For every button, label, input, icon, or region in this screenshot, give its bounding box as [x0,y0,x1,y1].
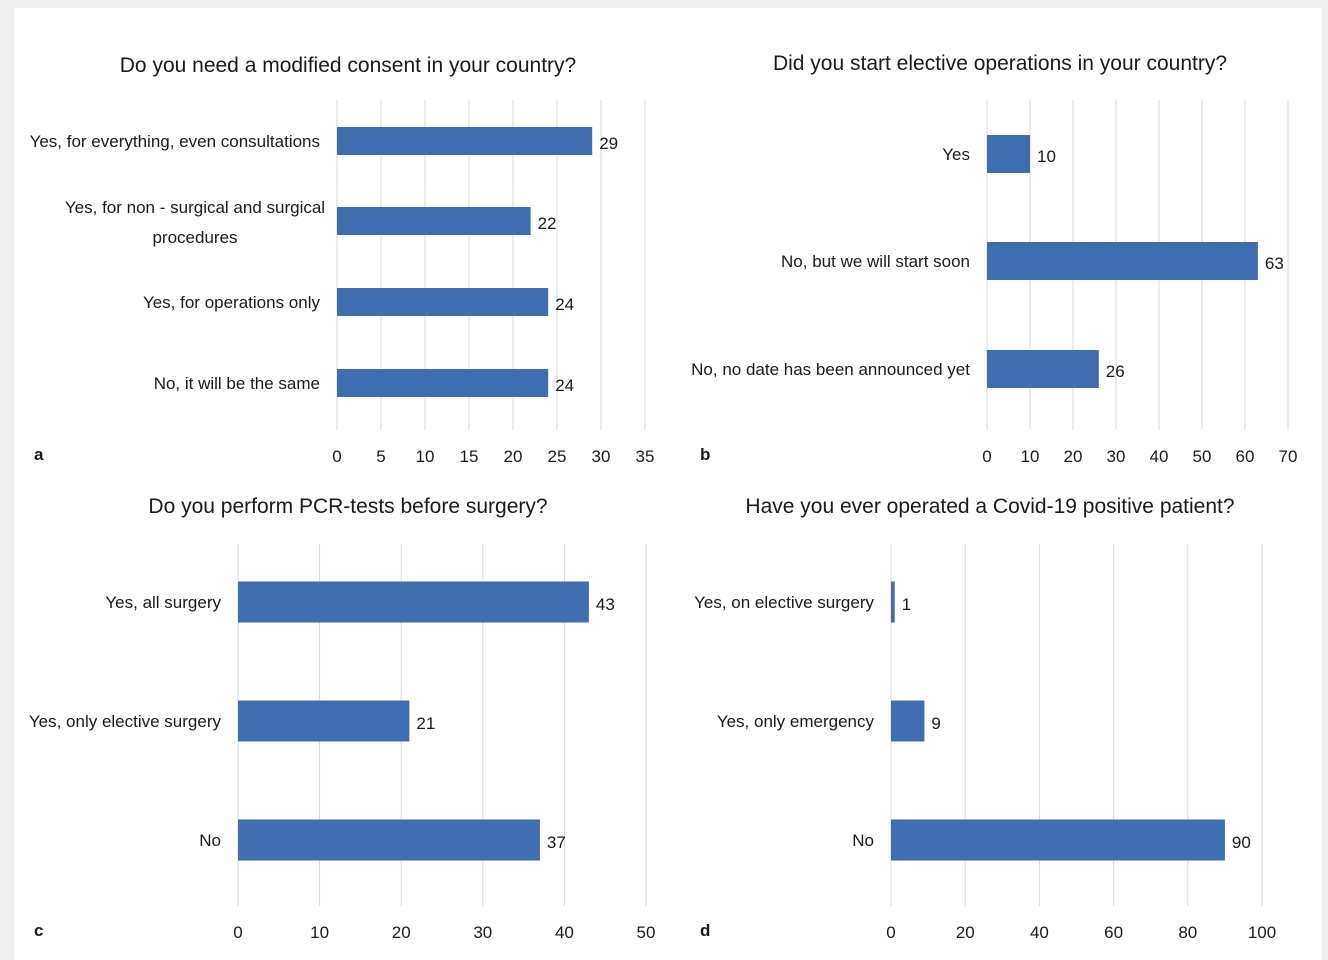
tick-label-a-0: 0 [332,447,341,466]
tick-label-c-0: 0 [233,923,242,942]
figure-frame [14,8,1322,960]
data-label-a-1: 22 [538,214,557,233]
tick-label-d-0: 0 [886,923,895,942]
tick-label-d-2: 40 [1030,923,1049,942]
data-label-d-2: 90 [1232,833,1251,852]
bar-c-1 [238,700,410,742]
tick-label-b-5: 50 [1193,447,1212,466]
tick-label-c-1: 10 [310,923,329,942]
tick-label-c-3: 30 [473,923,492,942]
category-label-c-0: Yes, all surgery [105,593,221,612]
category-label-a-3: No, it will be the same [154,374,320,393]
tick-label-b-3: 30 [1107,447,1126,466]
bar-d-2 [891,819,1225,861]
tick-label-a-2: 10 [416,447,435,466]
data-label-b-2: 26 [1106,362,1125,381]
bar-a-1 [337,207,531,235]
panel-letter-d: d [700,921,710,940]
tick-label-a-3: 15 [460,447,479,466]
chart-title-d: Have you ever operated a Covid-19 positi… [745,495,1234,518]
tick-label-a-5: 25 [548,447,567,466]
category-label-b-2: No, no date has been announced yet [691,360,970,379]
tick-label-b-1: 10 [1021,447,1040,466]
bar-d-0 [891,581,895,623]
bar-a-0 [337,127,593,155]
tick-label-b-2: 20 [1064,447,1083,466]
bar-c-0 [238,581,589,623]
bar-b-0 [987,135,1030,173]
data-label-d-0: 1 [902,595,911,614]
data-label-b-1: 63 [1265,254,1284,273]
tick-label-d-5: 100 [1248,923,1276,942]
data-label-a-0: 29 [599,134,618,153]
tick-label-a-1: 5 [376,447,385,466]
tick-label-c-4: 40 [555,923,574,942]
category-label-b-1: No, but we will start soon [781,252,970,271]
chart-title-a: Do you need a modified consent in your c… [120,54,576,77]
tick-label-b-0: 0 [982,447,991,466]
bar-b-1 [987,242,1258,280]
category-label-c-1: Yes, only elective surgery [29,712,222,731]
tick-label-c-5: 50 [637,923,656,942]
category-label-a-0: Yes, for everything, even consultations [30,132,320,151]
tick-label-d-4: 80 [1178,923,1197,942]
panel-letter-b: b [700,445,710,464]
bar-c-2 [238,819,540,861]
data-label-a-3: 24 [555,376,574,395]
data-label-a-2: 24 [555,295,574,314]
category-label-d-1: Yes, only emergency [717,712,875,731]
data-label-c-0: 43 [596,595,615,614]
data-label-c-2: 37 [547,833,566,852]
panel-letter-c: c [34,921,43,940]
tick-label-a-6: 30 [592,447,611,466]
tick-label-b-6: 60 [1236,447,1255,466]
tick-label-c-2: 20 [392,923,411,942]
chart-title-b: Did you start elective operations in you… [773,52,1227,75]
category-label-d-0: Yes, on elective surgery [694,593,874,612]
data-label-d-1: 9 [931,714,940,733]
panel-letter-a: a [34,445,44,464]
bar-a-3 [337,369,549,397]
category-label-d-2: No [852,831,874,850]
data-label-b-0: 10 [1037,147,1056,166]
tick-label-b-4: 40 [1150,447,1169,466]
category-label-a-2: Yes, for operations only [143,293,321,312]
bar-d-1 [891,700,925,742]
tick-label-a-4: 20 [504,447,523,466]
category-label-c-2: No [199,831,221,850]
data-label-c-1: 21 [416,714,435,733]
tick-label-d-3: 60 [1104,923,1123,942]
chart-title-c: Do you perform PCR-tests before surgery? [148,495,547,518]
bar-b-2 [987,350,1099,388]
category-label-a-1: Yes, for non - surgical and surgical proc… [65,198,325,247]
category-label-b-0: Yes [942,145,970,164]
tick-label-a-7: 35 [636,447,655,466]
tick-label-b-7: 70 [1279,447,1298,466]
bar-a-2 [337,288,549,316]
tick-label-d-1: 20 [956,923,975,942]
